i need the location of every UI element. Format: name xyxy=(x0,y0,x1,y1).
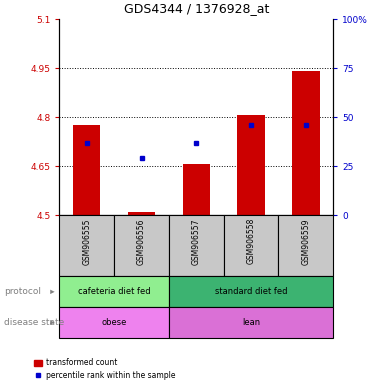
Bar xyxy=(114,215,169,276)
Bar xyxy=(59,307,169,338)
Bar xyxy=(169,276,333,307)
Text: standard diet fed: standard diet fed xyxy=(215,287,287,296)
Bar xyxy=(183,164,210,215)
Text: GSM906558: GSM906558 xyxy=(247,218,255,265)
Text: obese: obese xyxy=(101,318,127,327)
Text: disease state: disease state xyxy=(4,318,64,327)
Bar xyxy=(278,215,333,276)
Bar xyxy=(59,276,169,307)
Bar xyxy=(292,71,319,215)
Legend: transformed count, percentile rank within the sample: transformed count, percentile rank withi… xyxy=(34,358,175,380)
Text: GSM906557: GSM906557 xyxy=(192,218,201,265)
Title: GDS4344 / 1376928_at: GDS4344 / 1376928_at xyxy=(124,2,269,15)
Text: protocol: protocol xyxy=(4,287,41,296)
Text: GSM906556: GSM906556 xyxy=(137,218,146,265)
Bar xyxy=(128,212,155,215)
Bar xyxy=(169,307,333,338)
Text: cafeteria diet fed: cafeteria diet fed xyxy=(78,287,151,296)
Bar xyxy=(237,116,265,215)
Text: lean: lean xyxy=(242,318,260,327)
Text: GSM906559: GSM906559 xyxy=(301,218,310,265)
Bar xyxy=(59,215,114,276)
Bar xyxy=(224,215,278,276)
Bar xyxy=(73,125,100,215)
Text: GSM906555: GSM906555 xyxy=(82,218,91,265)
Bar xyxy=(169,215,224,276)
